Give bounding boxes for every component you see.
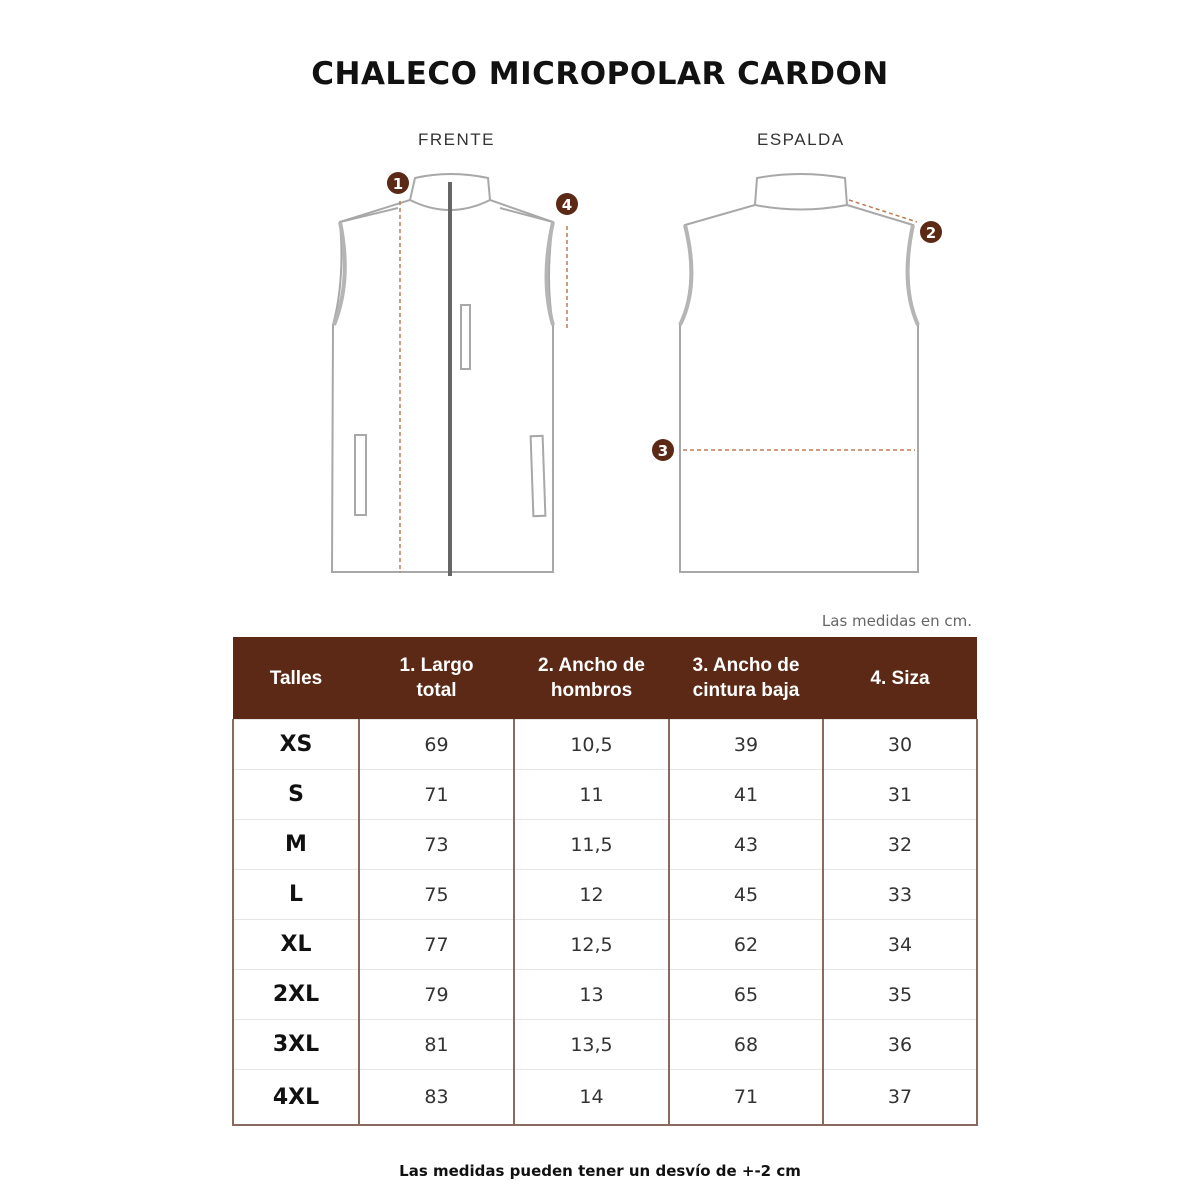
value-cell: 62 — [668, 919, 824, 970]
table-row: XL 77 12,5 62 34 — [232, 919, 978, 970]
value-cell: 13 — [513, 969, 670, 1020]
marker-3: 3 — [652, 439, 674, 461]
table-row: 4XL 83 14 71 37 — [232, 1069, 978, 1126]
value-cell: 71 — [668, 1069, 824, 1126]
size-cell: S — [232, 769, 360, 820]
marker-1: 1 — [387, 172, 409, 194]
table-row: 2XL 79 13 65 35 — [232, 969, 978, 1020]
table-row: XS 69 10,5 39 30 — [232, 719, 978, 770]
table-row: M 73 11,5 43 32 — [232, 819, 978, 870]
value-cell: 43 — [668, 819, 824, 870]
value-cell: 68 — [668, 1019, 824, 1070]
value-cell: 65 — [668, 969, 824, 1020]
back-view-label: ESPALDA — [757, 130, 845, 149]
value-cell: 12 — [513, 869, 670, 920]
value-cell: 75 — [358, 869, 515, 920]
table-row: 3XL 81 13,5 68 36 — [232, 1019, 978, 1070]
size-cell: 3XL — [232, 1019, 360, 1070]
footnote: Las medidas pueden tener un desvío de +-… — [399, 1162, 801, 1180]
value-cell: 81 — [358, 1019, 515, 1070]
value-cell: 41 — [668, 769, 824, 820]
value-cell: 11,5 — [513, 819, 670, 870]
value-cell: 39 — [668, 719, 824, 770]
column-header: 2. Ancho de hombros — [514, 637, 669, 720]
table-header-row: Talles 1. Largo total 2. Ancho de hombros 3… — [233, 637, 977, 720]
value-cell: 31 — [822, 769, 978, 820]
front-vest-outline — [330, 173, 555, 573]
size-cell: M — [232, 819, 360, 870]
svg-text:4: 4 — [562, 196, 572, 214]
table-row: L 75 12 45 33 — [232, 869, 978, 920]
svg-text:3: 3 — [658, 442, 668, 460]
front-view-label: FRENTE — [418, 130, 495, 149]
value-cell: 37 — [822, 1069, 978, 1126]
size-cell: XL — [232, 919, 360, 970]
marker-4: 4 — [556, 193, 578, 215]
size-cell: 4XL — [232, 1069, 360, 1126]
value-cell: 33 — [822, 869, 978, 920]
back-vest-outline — [678, 173, 920, 573]
units-note: Las medidas en cm. — [821, 612, 972, 630]
column-header: 3. Ancho de cintura baja — [669, 637, 823, 720]
size-cell: XS — [232, 719, 360, 770]
value-cell: 35 — [822, 969, 978, 1020]
size-cell: L — [232, 869, 360, 920]
column-header: Talles — [233, 637, 359, 720]
value-cell: 32 — [822, 819, 978, 870]
value-cell: 36 — [822, 1019, 978, 1070]
svg-text:1: 1 — [393, 175, 403, 193]
value-cell: 45 — [668, 869, 824, 920]
size-table: Talles 1. Largo total 2. Ancho de hombros 3… — [232, 637, 978, 1126]
value-cell: 71 — [358, 769, 515, 820]
value-cell: 14 — [513, 1069, 670, 1126]
page-title: CHALECO MICROPOLAR CARDON — [311, 56, 889, 92]
svg-text:2: 2 — [926, 224, 936, 242]
column-header: 1. Largo total — [359, 637, 514, 720]
value-cell: 13,5 — [513, 1019, 670, 1070]
value-cell: 30 — [822, 719, 978, 770]
value-cell: 73 — [358, 819, 515, 870]
value-cell: 83 — [358, 1069, 515, 1126]
value-cell: 79 — [358, 969, 515, 1020]
value-cell: 11 — [513, 769, 670, 820]
size-cell: 2XL — [232, 969, 360, 1020]
measure-lines — [399, 199, 918, 573]
value-cell: 34 — [822, 919, 978, 970]
marker-2: 2 — [920, 221, 942, 243]
column-header: 4. Siza — [823, 637, 977, 720]
value-cell: 77 — [358, 919, 515, 970]
value-cell: 10,5 — [513, 719, 670, 770]
table-row: S 71 11 41 31 — [232, 769, 978, 820]
value-cell: 69 — [358, 719, 515, 770]
value-cell: 12,5 — [513, 919, 670, 970]
vest-diagram: 1 4 2 3 — [330, 172, 942, 576]
